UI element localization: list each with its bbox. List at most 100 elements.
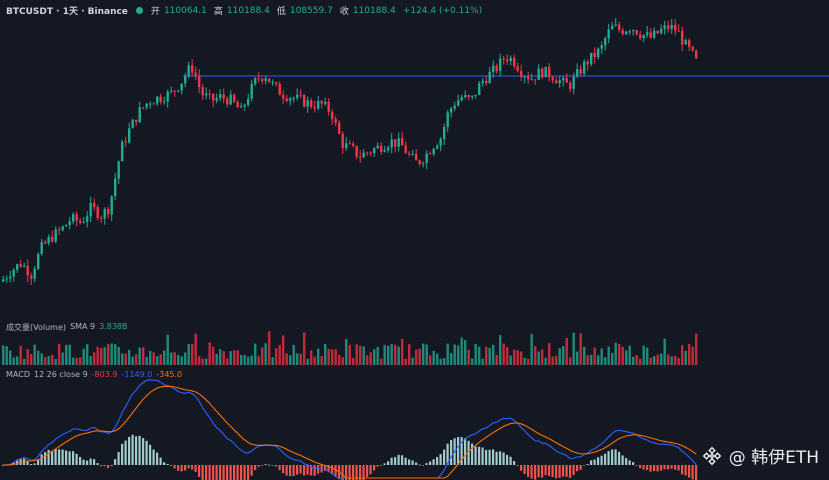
candle-body — [649, 32, 652, 38]
candle-body — [418, 160, 421, 165]
candle-body — [597, 48, 600, 58]
macd-histogram-bar — [597, 457, 600, 465]
volume-title[interactable]: 成交量(Volume) — [6, 323, 66, 332]
volume-bar — [621, 346, 624, 365]
candle-body — [695, 50, 698, 59]
volume-bar — [453, 344, 456, 365]
macd-histogram-bar — [642, 465, 645, 470]
volume-bar — [145, 356, 148, 365]
macd-histogram-bar — [65, 450, 68, 465]
volume-bar — [240, 355, 243, 365]
macd-histogram-bar — [268, 464, 271, 466]
candle-body — [502, 58, 505, 60]
volume-bar — [411, 357, 414, 365]
volume-bar — [226, 358, 229, 365]
candle-body — [558, 80, 561, 84]
macd-pane[interactable] — [0, 365, 829, 480]
macd-histogram-bar — [390, 457, 393, 465]
candle-body — [299, 94, 302, 96]
candle-body — [642, 34, 645, 39]
candle-body — [530, 79, 533, 81]
candle-body — [562, 77, 565, 81]
candle-body — [54, 229, 57, 242]
candle-body — [453, 105, 456, 109]
macd-histogram-bar — [656, 465, 659, 472]
symbol-title[interactable]: BTCUSDT · 1天 · Binance — [6, 7, 128, 17]
volume-bar — [618, 343, 621, 365]
volume-bar — [75, 357, 78, 365]
candle-body — [317, 100, 320, 109]
volume-bar — [474, 344, 477, 365]
candle-body — [492, 65, 495, 72]
volume-bar — [205, 358, 208, 365]
macd-histogram-bar — [177, 465, 180, 471]
macd-legend: MACD 12 26 close 9 -803.9 -1149.0 -345.0 — [6, 370, 182, 379]
candle-body — [362, 152, 365, 158]
volume-chart[interactable] — [0, 315, 829, 365]
volume-bar — [583, 346, 586, 365]
macd-histogram-bar — [401, 455, 404, 465]
macd-histogram-bar — [152, 449, 155, 465]
candle-body — [376, 145, 379, 149]
volume-bar — [460, 337, 463, 365]
volume-bar — [268, 331, 271, 365]
macd-histogram-bar — [639, 465, 642, 469]
macd-chart[interactable] — [0, 365, 829, 480]
candle-body — [149, 103, 152, 105]
volume-bar — [646, 347, 649, 365]
symbol-legend: BTCUSDT · 1天 · Binance 开 110064.1 高 110188… — [6, 4, 485, 18]
volume-pane[interactable] — [0, 315, 829, 365]
macd-histogram-bar — [436, 457, 439, 465]
macd-histogram-bar — [145, 440, 148, 465]
volume-bar — [439, 358, 442, 365]
macd-histogram-bar — [212, 465, 215, 480]
volume-bar — [593, 347, 596, 365]
candle-body — [355, 145, 358, 157]
macd-histogram-bar — [422, 465, 425, 466]
macd-histogram-bar — [684, 465, 687, 476]
macd-histogram-bar — [313, 465, 316, 476]
candle-body — [506, 59, 509, 62]
volume-bar — [173, 352, 176, 365]
volume-bar — [282, 335, 285, 365]
candle-body — [684, 40, 687, 45]
macd-histogram-bar — [572, 465, 575, 476]
candle-body — [191, 65, 194, 73]
macd-histogram-bar — [628, 460, 631, 465]
candlestick-chart[interactable] — [0, 0, 829, 315]
macd-histogram-bar — [12, 462, 15, 465]
candle-body — [180, 83, 183, 91]
volume-bar — [278, 344, 281, 365]
volume-bar — [128, 349, 131, 365]
volume-bar — [313, 356, 316, 365]
macd-histogram-bar — [688, 465, 691, 478]
macd-histogram-bar — [149, 444, 152, 465]
volume-bar — [495, 354, 498, 365]
volume-bar — [600, 348, 603, 365]
volume-bar — [275, 348, 278, 365]
macd-title[interactable]: MACD — [6, 370, 30, 379]
volume-bar — [233, 350, 236, 365]
price-pane[interactable] — [0, 0, 829, 315]
macd-histogram-bar — [26, 461, 29, 465]
candle-body — [394, 139, 397, 147]
candle-body — [632, 30, 635, 32]
candle-body — [443, 126, 446, 140]
volume-bar — [373, 349, 376, 365]
volume-bar — [408, 344, 411, 365]
macd-histogram-bar — [460, 437, 463, 465]
candle-body — [590, 52, 593, 65]
volume-bar — [534, 346, 537, 365]
candle-body — [397, 138, 400, 147]
macd-histogram-bar — [194, 465, 197, 472]
volume-bar — [625, 350, 628, 365]
macd-histogram-bar — [257, 465, 260, 467]
volume-bar — [639, 358, 642, 365]
macd-histogram-bar — [586, 464, 589, 465]
volume-bar — [436, 353, 439, 365]
candle-body — [257, 78, 260, 80]
volume-bar — [513, 349, 516, 365]
volume-bar — [394, 344, 397, 365]
candle-body — [142, 107, 145, 109]
macd-histogram-bar — [590, 460, 593, 465]
